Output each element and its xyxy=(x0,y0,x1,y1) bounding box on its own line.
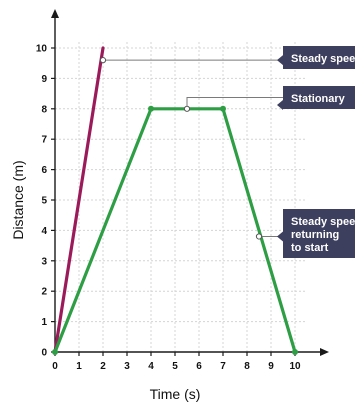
callout-pointer xyxy=(277,100,283,110)
y-tick-label: 0 xyxy=(41,348,47,359)
y-tick-label: 2 xyxy=(41,287,47,298)
callout-box xyxy=(283,209,355,258)
x-axis-arrow xyxy=(320,348,329,356)
y-tick-label: 4 xyxy=(41,226,47,237)
callout-box xyxy=(283,86,355,109)
callout-label: returning xyxy=(291,229,339,241)
x-tick-label: 3 xyxy=(124,361,130,372)
annotation-points xyxy=(99,57,263,240)
callout-leader xyxy=(186,97,283,109)
y-axis-arrow xyxy=(51,9,59,18)
y-tick-label: 9 xyxy=(41,74,47,85)
y-axis-title: Distance (m) xyxy=(10,160,26,239)
x-tick-label: 7 xyxy=(220,361,226,372)
series-point xyxy=(220,105,226,112)
callout-pointer xyxy=(277,55,283,66)
callout-box xyxy=(283,46,355,69)
x-axis-title: Time (s) xyxy=(150,386,201,402)
x-tick-label: 10 xyxy=(289,361,301,372)
x-tick-label: 2 xyxy=(100,361,106,372)
y-tick-label: 3 xyxy=(41,256,47,267)
x-tick-label: 4 xyxy=(148,361,154,372)
y-tick-label: 7 xyxy=(41,135,47,146)
series-point xyxy=(52,349,58,355)
callout-leaders xyxy=(103,59,283,237)
callout-label: Steady speed xyxy=(291,53,355,65)
x-tick-label: 5 xyxy=(172,361,178,372)
y-tick-label: 10 xyxy=(36,44,48,55)
callout-point xyxy=(255,233,263,240)
y-tick-label: 5 xyxy=(41,196,47,207)
x-tick-label: 8 xyxy=(244,361,250,372)
x-tick-label: 1 xyxy=(76,361,82,372)
y-tick-label: 1 xyxy=(41,317,47,328)
series-line-1 xyxy=(53,46,105,354)
x-tick-label: 6 xyxy=(196,361,202,372)
x-tick-label: 0 xyxy=(52,361,58,372)
callout-point xyxy=(183,105,191,112)
series-point xyxy=(292,349,298,355)
grid xyxy=(55,40,305,352)
y-tick-label: 8 xyxy=(41,104,47,115)
callout-pointer xyxy=(277,231,283,242)
callout-label: Stationary xyxy=(291,93,346,105)
callout-label: to start xyxy=(291,242,329,254)
series-point xyxy=(148,105,154,112)
x-tick-label: 9 xyxy=(268,361,274,372)
axes xyxy=(51,9,329,356)
callout-label: Steady speed xyxy=(291,216,355,228)
y-tick-label: 6 xyxy=(41,165,47,176)
ticks: 0 1 2 3 4 5 6 7 8 9 10 0 1 2 3 4 5 6 7 8 9 10 xyxy=(36,44,301,373)
callout-point xyxy=(99,57,107,64)
